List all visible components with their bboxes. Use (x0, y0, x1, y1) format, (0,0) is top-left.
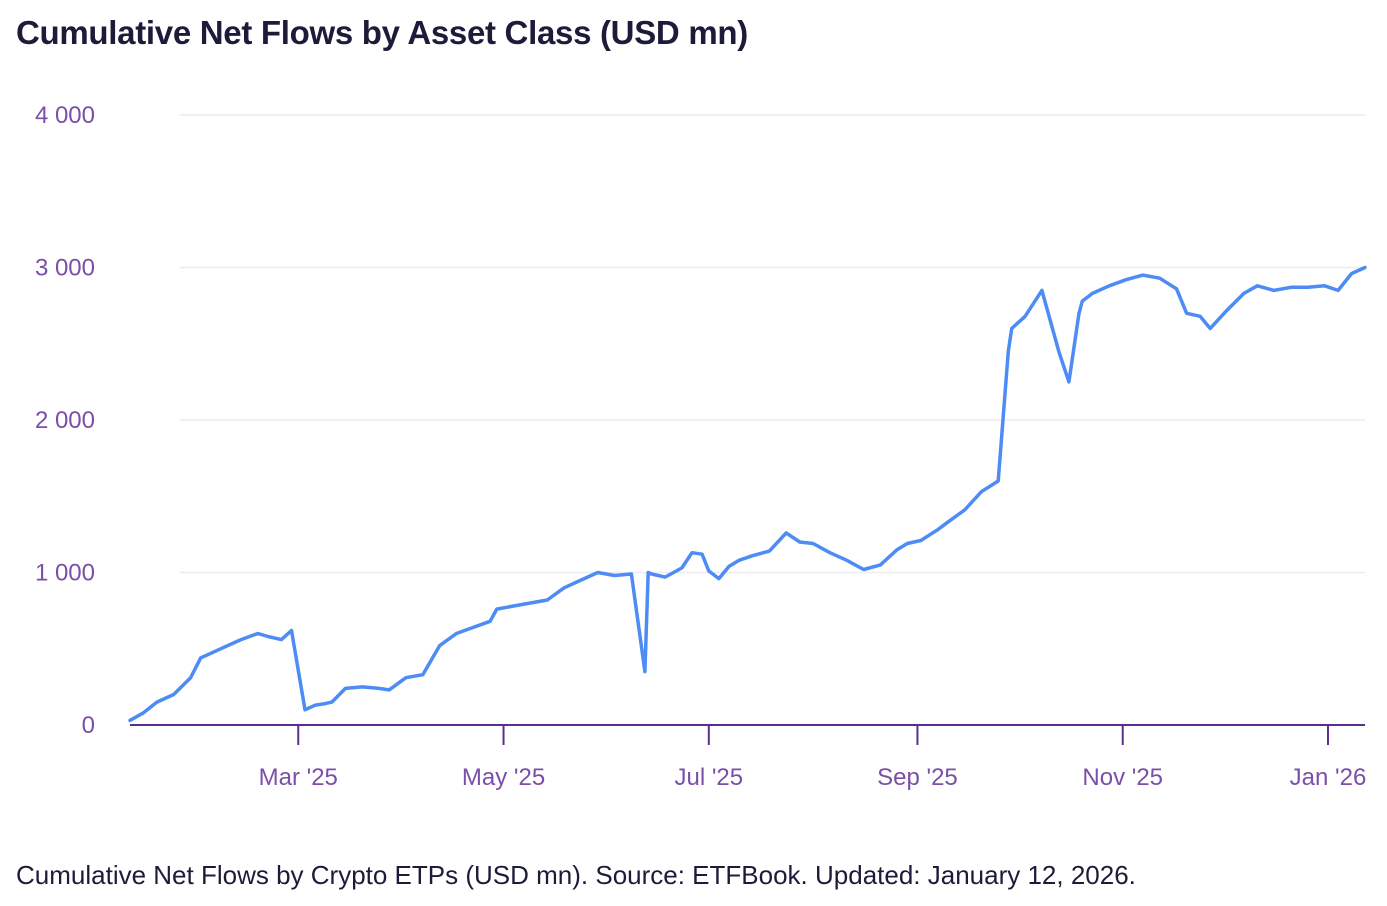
chart-title: Cumulative Net Flows by Asset Class (USD… (16, 14, 748, 51)
gridlines (180, 114, 1365, 574)
y-tick-label: 4 000 (35, 102, 95, 129)
x-tick-label: Nov '25 (1082, 764, 1163, 791)
y-tick-label: 1 000 (35, 560, 95, 587)
x-tick-label: Mar '25 (259, 764, 338, 791)
x-axis: Mar '25 May '25 Jul '25 Sep '25 Nov '25 Jan '… (130, 724, 1367, 791)
x-tick-label: Sep '25 (877, 764, 958, 791)
series-line (128, 265, 1367, 723)
y-tick-label: 3 000 (35, 255, 95, 282)
line-chart: 0 1 000 2 000 3 000 4 000 Mar '25 May '25 Jul … (35, 102, 1367, 791)
y-axis-ticks: 0 1 000 2 000 3 000 4 000 (35, 102, 95, 739)
series-lines (128, 265, 1367, 723)
y-tick-label: 0 (82, 712, 95, 739)
x-tick-label: Jul '25 (674, 764, 743, 791)
y-tick-label: 2 000 (35, 407, 95, 434)
x-tick-label: Jan '26 (1290, 764, 1367, 791)
x-tick-label: May '25 (462, 764, 545, 791)
chart-caption: Cumulative Net Flows by Crypto ETPs (USD… (16, 860, 1136, 890)
